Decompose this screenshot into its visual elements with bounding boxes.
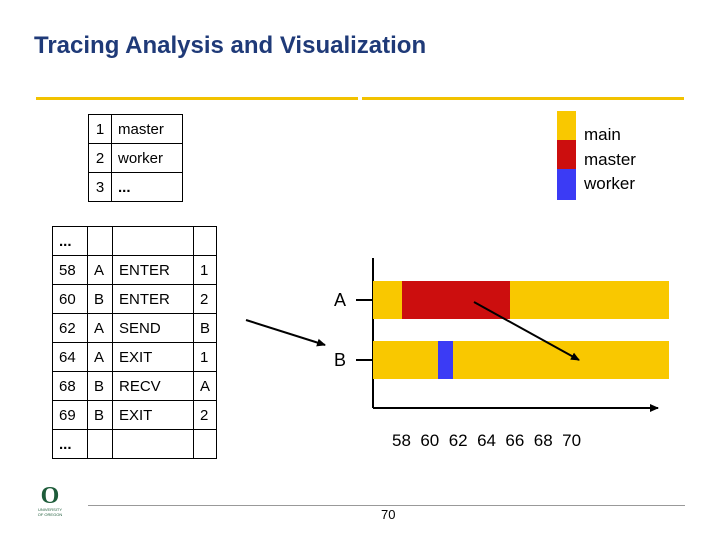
group-name: master	[111, 114, 183, 144]
trace-time: 69	[52, 400, 88, 430]
trace-time: 58	[52, 255, 88, 285]
footer-divider	[88, 505, 685, 506]
slide-title: Tracing Analysis and Visualization	[34, 32, 427, 59]
trace-arg: 1	[193, 255, 217, 285]
trace-arg: A	[193, 371, 217, 401]
trace-row: 58 A ENTER 1	[52, 255, 217, 285]
university-logo: O UNIVERSITY OF OREGON	[30, 483, 70, 517]
trace-row: 64 A EXIT 1	[52, 342, 217, 372]
trace-event	[112, 226, 194, 256]
timeline-bar-b-main	[373, 341, 669, 379]
trace-process: A	[87, 342, 113, 372]
group-row: 1 master	[88, 114, 183, 144]
trace-row: ...	[52, 226, 217, 256]
trace-row: 69 B EXIT 2	[52, 400, 217, 430]
x-axis-tick-labels: 58 60 62 64 66 68 70	[392, 431, 582, 450]
legend-swatch-master	[557, 140, 576, 169]
trace-event: EXIT	[112, 342, 194, 372]
trace-process: B	[87, 284, 113, 314]
trace-time: ...	[52, 429, 88, 459]
trace-event	[112, 429, 194, 459]
trace-row: ...	[52, 429, 217, 459]
group-name: worker	[111, 143, 183, 173]
legend-label-worker: worker	[584, 174, 636, 193]
trace-arg: 2	[193, 400, 217, 430]
legend-label-master: master	[584, 150, 636, 169]
timeline-bar-b-worker	[438, 341, 453, 379]
title-divider-left	[36, 97, 358, 100]
mapping-arrow	[245, 319, 326, 347]
trace-row: 60 B ENTER 2	[52, 284, 217, 314]
page-number: 70	[381, 507, 396, 522]
trace-process: A	[87, 313, 113, 343]
trace-event: ENTER	[112, 255, 194, 285]
trace-event: SEND	[112, 313, 194, 343]
logo-line-2: OF OREGON	[37, 512, 63, 517]
trace-arg	[193, 429, 217, 459]
group-name: ...	[111, 172, 183, 202]
legend-swatch-worker	[557, 169, 576, 200]
trace-row: 62 A SEND B	[52, 313, 217, 343]
trace-table: ... 58 A ENTER 1 60 B ENTER 2 62 A SEND B 64 A EXIT 1 68 B…	[52, 226, 217, 459]
group-table: 1 master 2 worker 3 ...	[88, 114, 183, 202]
logo-line-1: UNIVERSITY	[37, 507, 62, 512]
trace-time: ...	[52, 226, 88, 256]
logo-mark: O	[40, 483, 60, 509]
process-a-label: A	[334, 290, 347, 310]
legend-label-main: main	[584, 125, 621, 144]
process-b-label: B	[334, 350, 347, 370]
title-divider-right	[362, 97, 684, 100]
trace-event: EXIT	[112, 400, 194, 430]
group-id: 3	[88, 172, 112, 202]
trace-time: 60	[52, 284, 88, 314]
trace-arg: 2	[193, 284, 217, 314]
message-arrow	[473, 301, 580, 361]
group-row: 3 ...	[88, 172, 183, 202]
legend-swatch-main	[557, 111, 576, 140]
group-row: 2 worker	[88, 143, 183, 173]
trace-time: 68	[52, 371, 88, 401]
